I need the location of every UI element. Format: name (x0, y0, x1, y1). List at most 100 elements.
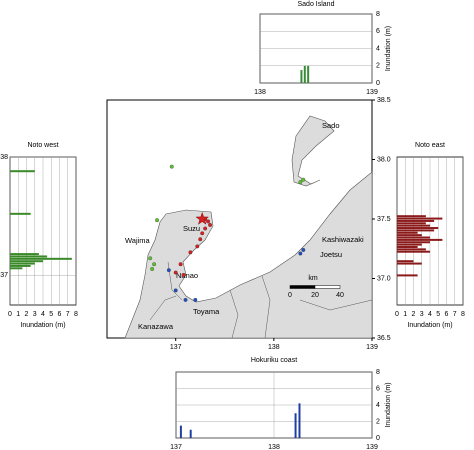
value-tick-label: 1 (16, 311, 20, 318)
bar (397, 231, 418, 234)
bar (294, 413, 297, 438)
value-tick-label: 3 (420, 311, 424, 318)
scale-label: 40 (336, 292, 344, 299)
panel-title: Noto west (27, 142, 58, 149)
border (229, 289, 239, 339)
site (152, 262, 157, 267)
scale-segment (289, 285, 316, 289)
bar (10, 253, 39, 256)
scale-segment (314, 285, 341, 289)
position-tick-label: 138 (268, 444, 280, 450)
bar (397, 245, 418, 248)
value-tick-label: 1 (403, 311, 407, 318)
borders (149, 261, 373, 339)
bar (10, 257, 72, 260)
bar (298, 403, 301, 438)
bar (397, 224, 430, 227)
bar (179, 425, 182, 438)
site (178, 262, 183, 267)
y-tick-label: 37.0 (377, 275, 391, 282)
sado-island (291, 115, 335, 187)
value-tick-label: 7 (453, 311, 457, 318)
site (173, 270, 178, 275)
site (183, 297, 188, 302)
value-tick-label: 4 (376, 402, 380, 409)
value-tick-label: 2 (412, 311, 416, 318)
value-tick-label: 0 (376, 80, 380, 87)
value-tick-label: 5 (436, 311, 440, 318)
value-tick-label: 8 (376, 11, 380, 18)
place-label: Toyama (193, 307, 220, 316)
bar (397, 229, 435, 232)
position-tick-label: 38 (0, 154, 8, 161)
site (298, 180, 303, 185)
site (193, 297, 198, 302)
bar (10, 262, 35, 265)
x-tick-label: 139 (366, 344, 378, 351)
value-tick-label: 0 (395, 311, 399, 318)
value-tick-label: 6 (376, 385, 380, 392)
site (155, 218, 160, 223)
value-tick-label: 7 (66, 311, 70, 318)
place-label: Wajima (125, 236, 151, 245)
site (173, 288, 178, 293)
bar (10, 260, 43, 263)
position-tick-label: 138 (254, 89, 266, 96)
bar (303, 65, 306, 83)
site (181, 272, 186, 277)
land (124, 115, 373, 339)
scale-unit: km (308, 275, 318, 282)
position-tick-label: 137 (170, 444, 182, 450)
site (301, 177, 306, 182)
position-tick-label: 139 (366, 444, 378, 450)
y-tick-label: 38.5 (377, 97, 391, 104)
position-tick-label: 37 (0, 272, 8, 279)
value-tick-label: 8 (74, 311, 78, 318)
site (301, 247, 306, 252)
mainland (124, 171, 373, 339)
y-tick-label: 37.5 (377, 216, 391, 223)
site (195, 244, 200, 249)
site (298, 251, 303, 256)
value-tick-label: 0 (376, 435, 380, 442)
site (198, 237, 203, 242)
panel-title: Hokuriku coast (251, 357, 297, 364)
panel-title: Noto east (415, 142, 445, 149)
bar (397, 215, 426, 218)
bar (397, 262, 422, 265)
place-label: Suzu (183, 224, 200, 233)
axis-label: Inundation (m) (20, 322, 65, 329)
site (148, 256, 153, 261)
site (169, 164, 174, 169)
value-tick-label: 0 (8, 311, 12, 318)
bar (397, 260, 414, 263)
place-label: Sado (322, 121, 340, 130)
x-tick-label: 138 (268, 344, 280, 351)
bar (300, 70, 303, 83)
border (261, 275, 271, 339)
bar (189, 429, 192, 438)
site (206, 219, 211, 224)
value-tick-label: 8 (376, 369, 380, 376)
bar (397, 222, 426, 225)
position-tick-label: 139 (366, 89, 378, 96)
value-tick-label: 6 (445, 311, 449, 318)
value-tick-label: 6 (58, 311, 62, 318)
y-tick-label: 36.5 (377, 335, 391, 342)
value-tick-label: 3 (33, 311, 37, 318)
bar (397, 243, 422, 246)
value-tick-label: 4 (376, 45, 380, 52)
bar (307, 65, 310, 83)
bar (397, 248, 426, 251)
place-label: Kashiwazaki (322, 235, 364, 244)
bar (10, 212, 31, 215)
border (299, 299, 373, 311)
bar (397, 274, 418, 277)
site (200, 231, 205, 236)
place-label: Joetsu (320, 250, 342, 259)
epicenter (195, 211, 209, 225)
value-tick-label: 8 (461, 311, 465, 318)
place-label: Kanazawa (138, 322, 174, 331)
value-tick-label: 6 (376, 28, 380, 35)
